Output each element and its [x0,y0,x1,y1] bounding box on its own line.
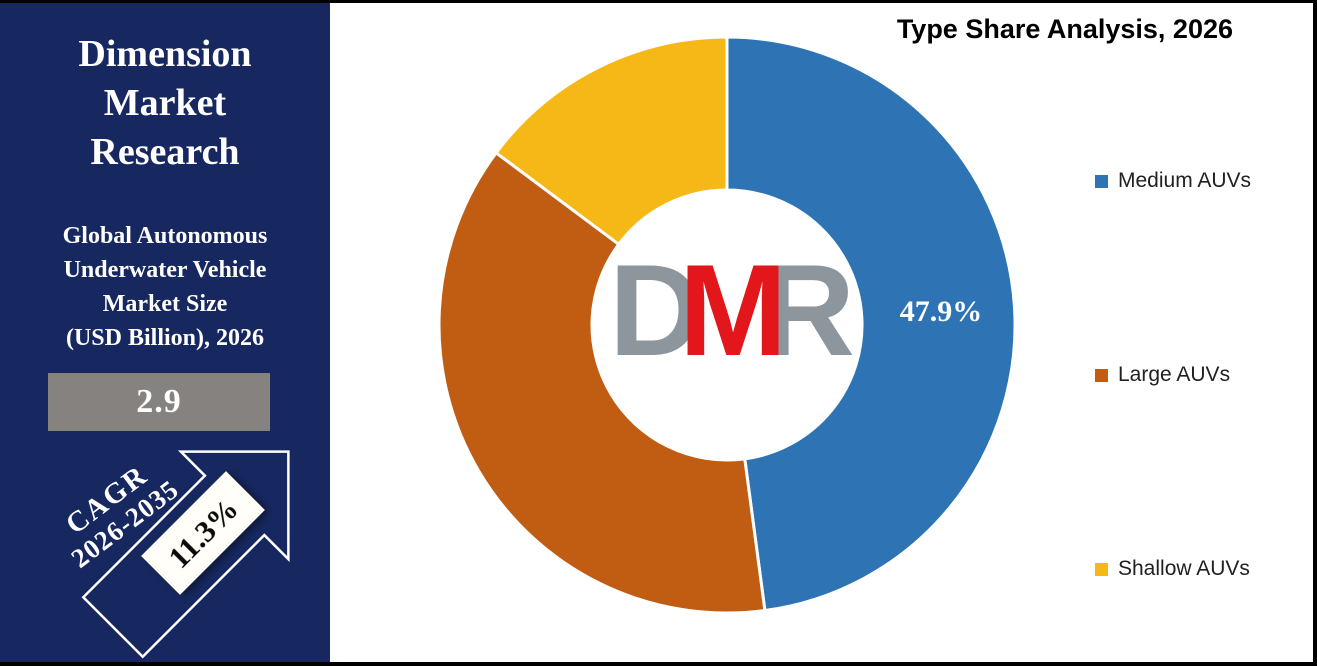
legend-label-medium-auvs: Medium AUVs [1118,169,1252,192]
legend-item-shallow-auvs: Shallow AUVs [1095,556,1250,582]
market-size-value-box: 2.9 [48,373,270,431]
legend-item-medium-auvs: Medium AUVs [1095,168,1251,194]
market-size-label-line-1: Global Autonomous [62,223,268,249]
legend-swatch-large-auvs-icon [1095,368,1108,382]
growth-arrow-icon [81,450,290,659]
brand-line-2: Market [103,82,227,124]
dmr-logo: D M R [609,245,855,375]
brand-line-3: Research [90,131,240,173]
legend-label-shallow-auvs: Shallow AUVs [1118,557,1250,580]
market-size-value: 2.9 [136,383,182,420]
legend-swatch-medium-auvs-icon [1095,174,1108,188]
slice-data-label: 47.9% [899,295,983,328]
sidebar: Dimension Market Research Global Autonom… [0,3,330,662]
logo-letter-d: D [608,237,703,383]
market-size-label-line-2: Underwater Vehicle [63,257,267,283]
market-size-label-line-3: Market Size [102,291,228,317]
logo-letter-r: R [761,237,856,383]
legend-swatch-shallow-auvs-icon [1095,562,1108,576]
logo-letter-m: M [678,237,788,383]
legend-item-large-auvs: Large AUVs [1095,362,1230,388]
brand-line-1: Dimension [78,33,252,75]
market-size-label-line-4: (USD Billion), 2026 [65,325,265,351]
chart-title: Type Share Analysis, 2026 [896,14,1233,44]
donut-chart [438,36,1016,614]
brand-title: Dimension Market Research [0,30,330,177]
market-size-label: Global Autonomous Underwater Vehicle Mar… [0,219,330,355]
donut-slice-1 [438,150,767,614]
donut-slice-2 [494,36,729,247]
legend-label-large-auvs: Large AUVs [1118,363,1231,386]
donut-slice-0 [725,36,1016,613]
